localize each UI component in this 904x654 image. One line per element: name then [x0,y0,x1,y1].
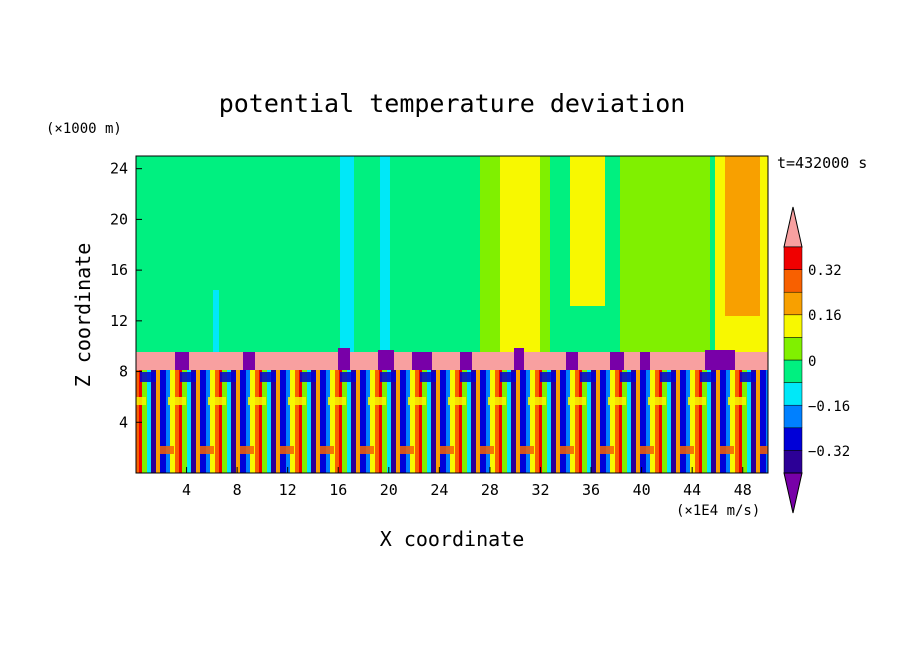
upper-green-plume-2 [620,156,710,352]
plot-area [136,156,768,473]
chart-title: potential temperature deviation [219,89,686,118]
colorbar-label: 0 [808,354,816,370]
x-tick-label: 44 [683,481,701,499]
lower-turbulent-layer [136,370,768,473]
colorbar-swatch [783,246,803,270]
x-axis: 4 8 12 16 20 24 28 32 36 40 44 48 [182,467,752,499]
upper-yellow-plume-2 [570,156,605,306]
colorbar-swatch [783,427,803,451]
y-tick-label: 8 [119,363,128,381]
colorbar-label: 0.32 [808,263,842,279]
inversion-band [136,352,768,370]
colorbar-swatch [783,404,803,429]
upper-cyan-plume-2 [380,156,390,352]
x-tick-label: 40 [633,481,651,499]
x-unit-label: (×1E4 m/s) [676,503,760,519]
y-tick-label: 20 [110,210,128,228]
y-tick-label: 4 [119,413,128,431]
upper-cyan-plume-1 [340,156,354,352]
colorbar-label: 0.16 [808,308,842,324]
upper-cyan-plume-3 [213,290,219,352]
x-tick-label: 12 [279,481,297,499]
colorbar-swatch [783,450,803,474]
y-axis-title: Z coordinate [71,243,95,388]
colorbar-swatch [783,314,803,338]
colorbar-label: −0.16 [808,399,850,415]
plot-frame [135,155,769,474]
colorbar-swatch [783,337,803,361]
colorbar-min-triangle [783,472,803,514]
x-tick-label: 20 [380,481,398,499]
x-tick-label: 36 [582,481,600,499]
y-unit-label: (×1000 m) [46,121,122,137]
colorbar-max-triangle [783,206,803,248]
x-tick-label: 32 [531,481,549,499]
time-label: t=432000 s [777,154,867,172]
y-tick-label: 16 [110,261,128,279]
inversion-blobs [175,348,735,370]
x-axis-title: X coordinate [380,527,525,551]
colorbar-swatch [783,269,803,293]
upper-orange-right [725,156,760,316]
x-tick-label: 28 [481,481,499,499]
upper-yellow-plume [500,156,540,352]
x-tick-label: 16 [329,481,347,499]
colorbar-swatch [783,359,803,383]
y-axis: 4 8 12 16 20 24 [110,160,142,431]
colorbar-label: −0.32 [808,444,850,460]
x-tick-label: 8 [233,481,242,499]
x-tick-label: 48 [734,481,752,499]
colorbar: 0.32 0.16 0 −0.16 −0.32 [783,206,850,514]
x-tick-label: 24 [430,481,448,499]
x-tick-label: 4 [182,481,191,499]
colorbar-swatch [783,291,803,316]
colorbar-swatch [783,382,803,406]
y-tick-label: 24 [110,160,128,178]
y-tick-label: 12 [110,312,128,330]
